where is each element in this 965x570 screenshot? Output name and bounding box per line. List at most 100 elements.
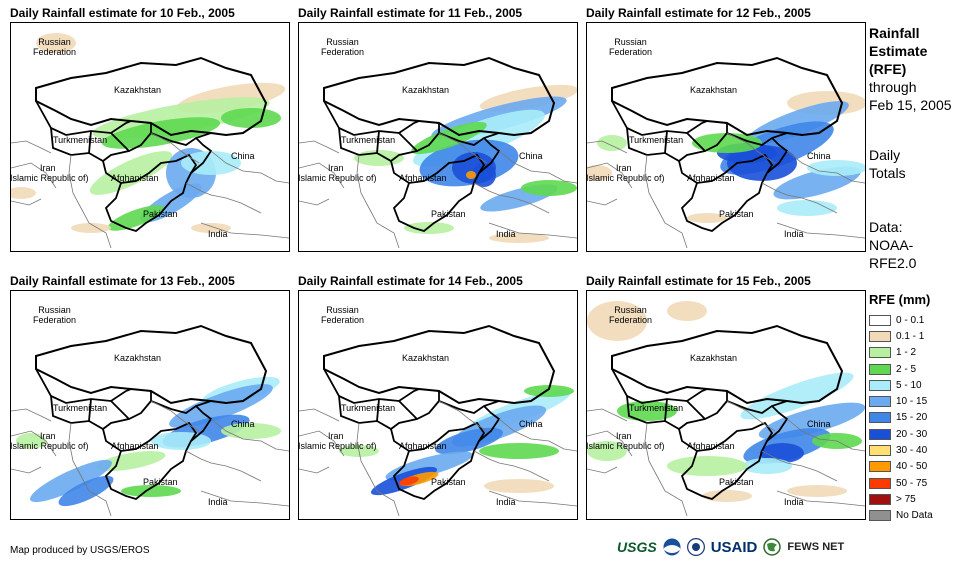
- country-label-turkmenistan: Turkmenistan: [53, 403, 108, 413]
- rainfall-area: [89, 151, 173, 195]
- country-border: [664, 130, 668, 154]
- legend-swatch: [869, 396, 891, 408]
- country-border: [110, 400, 130, 420]
- country-label-pakistan: Pakistan: [431, 209, 466, 219]
- country-label-kazakhstan: Kazakhstan: [690, 85, 738, 95]
- legend-item: 10 - 15: [869, 393, 933, 409]
- country-border: [611, 368, 708, 404]
- rainfall-area: [169, 384, 273, 428]
- rainfall-area: [702, 490, 752, 502]
- legend-item: 0.1 - 1: [869, 328, 933, 344]
- rainfall-area: [787, 485, 847, 497]
- legend-swatch: [869, 428, 891, 440]
- country-border: [338, 391, 440, 431]
- legend-label: 5 - 10: [896, 379, 922, 391]
- rainfall-area: [807, 160, 865, 176]
- rainfall-area: [151, 432, 211, 450]
- country-border: [338, 123, 440, 163]
- rainfall-area: [777, 200, 837, 216]
- legend-item: 0 - 0.1: [869, 312, 933, 328]
- rainfall-area: [587, 301, 647, 341]
- rainfall-map-panel: Daily Rainfall estimate for 10 Feb., 200…: [10, 6, 290, 254]
- country-label-china: China: [807, 419, 831, 429]
- rainfall-area: [36, 33, 76, 53]
- legend-item: > 75: [869, 491, 933, 507]
- country-label-iran: Iran (Islamic Republic of): [10, 163, 89, 183]
- country-border: [587, 408, 628, 422]
- country-label-india: India: [496, 229, 516, 239]
- country-border: [299, 140, 340, 154]
- country-border: [488, 222, 577, 239]
- country-label-india: India: [784, 497, 804, 507]
- country-border: [498, 418, 577, 452]
- country-border: [390, 153, 486, 184]
- rainfall-area: [587, 165, 612, 181]
- data-label: Data:: [869, 219, 903, 235]
- country-label-iran: Iran (Islamic Republic of): [586, 163, 665, 183]
- legend: 0 - 0.1 0.1 - 1 1 - 2 2 - 5 5 - 10 10 - 15 15 …: [869, 312, 933, 524]
- kazakhstan-border: [35, 56, 268, 137]
- country-border: [150, 400, 212, 414]
- rainfall-map-panel: Daily Rainfall estimate for 12 Feb., 200…: [586, 6, 866, 254]
- country-border: [376, 398, 380, 422]
- country-border: [726, 400, 788, 414]
- rainfall-area: [107, 205, 165, 231]
- rainfall-area: [479, 443, 559, 459]
- daily-totals-block: Daily Totals: [869, 146, 906, 182]
- country-label-pakistan: Pakistan: [431, 477, 466, 487]
- country-border: [473, 450, 550, 482]
- country-border: [323, 368, 420, 404]
- country-border: [376, 130, 380, 154]
- country-label-russia: Russian Federation: [321, 305, 365, 325]
- country-border: [761, 450, 838, 482]
- country-label-turkmenistan: Turkmenistan: [341, 135, 396, 145]
- country-border: [776, 490, 865, 507]
- rainfall-area: [687, 213, 727, 223]
- country-border: [587, 198, 618, 206]
- rfe-title-line2: Estimate: [869, 43, 928, 59]
- country-border: [680, 405, 789, 500]
- country-label-turkmenistan: Turkmenistan: [53, 135, 108, 145]
- fews-globe-icon: [763, 538, 782, 556]
- data-source-block: Data: NOAA- RFE2.0: [869, 218, 916, 272]
- country-border: [786, 418, 865, 452]
- kazakhstan-border: [323, 324, 556, 405]
- country-label-iran: Iran (Islamic Republic of): [298, 431, 377, 451]
- daily-label: Daily: [869, 147, 901, 163]
- rainfall-area: [191, 223, 231, 233]
- rainfall-area: [16, 433, 46, 449]
- totals-label: Totals: [869, 165, 906, 181]
- legend-swatch: [869, 330, 891, 342]
- kazakhstan-border: [35, 324, 268, 405]
- kazakhstan-border: [323, 56, 556, 137]
- legend-item: 40 - 50: [869, 459, 933, 475]
- country-label-russia: Russian Federation: [609, 305, 653, 325]
- country-label-kazakhstan: Kazakhstan: [402, 85, 450, 95]
- map-canvas: [299, 56, 577, 249]
- legend-label: 30 - 40: [896, 445, 928, 457]
- country-label-turkmenistan: Turkmenistan: [629, 135, 684, 145]
- rainfall-area: [667, 456, 747, 476]
- map-credit: Map produced by USGS/EROS: [10, 545, 150, 556]
- country-border: [50, 123, 152, 163]
- country-border: [392, 137, 501, 232]
- legend-item: 2 - 5: [869, 361, 933, 377]
- country-label-kazakhstan: Kazakhstan: [402, 353, 450, 363]
- country-border: [726, 132, 776, 164]
- country-border: [102, 153, 198, 184]
- country-border: [200, 490, 289, 507]
- country-border: [786, 150, 865, 184]
- legend-swatch: [869, 412, 891, 424]
- country-border: [11, 162, 57, 189]
- country-label-afghanistan: Afghanistan: [111, 173, 159, 183]
- country-border: [626, 391, 728, 431]
- country-border: [438, 132, 488, 164]
- country-border: [185, 450, 262, 482]
- usaid-logo: USAID: [710, 538, 758, 556]
- country-label-iran: Iran (Islamic Republic of): [298, 163, 377, 183]
- legend-item: 30 - 40: [869, 442, 933, 458]
- country-border: [11, 408, 52, 422]
- rainfall-area: [524, 385, 574, 397]
- rainfall-area: [742, 458, 792, 474]
- country-border: [664, 398, 668, 422]
